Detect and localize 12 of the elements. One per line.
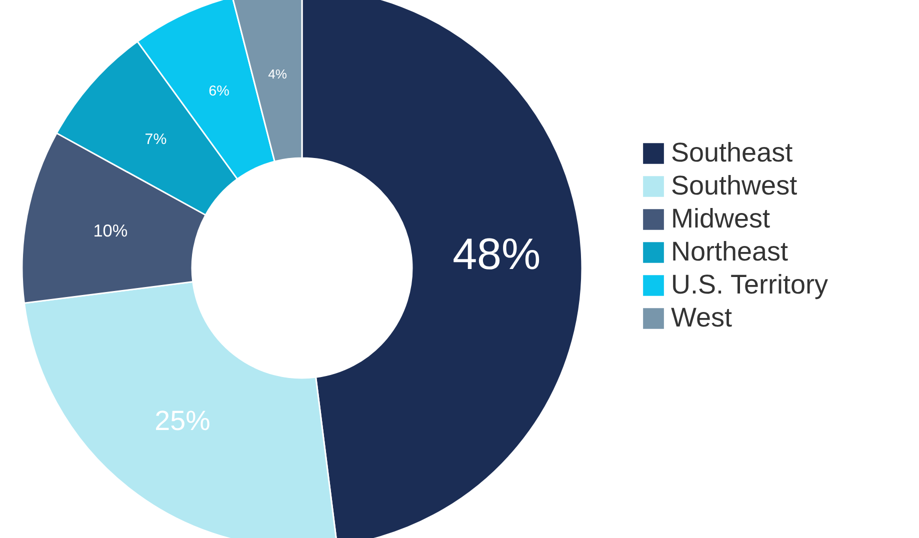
data-label: 6%: [208, 84, 230, 100]
data-label: 25%: [154, 405, 210, 436]
legend-label: U.S. Territory: [671, 270, 829, 300]
legend-label: West: [671, 302, 733, 332]
legend-label: Southwest: [671, 170, 798, 200]
legend-label: Northeast: [671, 236, 789, 266]
data-label: 48%: [452, 230, 541, 279]
data-label: 7%: [144, 131, 167, 148]
data-label: 4%: [268, 66, 288, 82]
legend-label: Southeast: [671, 138, 794, 168]
legend-label: Midwest: [671, 204, 771, 234]
data-label: 10%: [93, 220, 128, 240]
